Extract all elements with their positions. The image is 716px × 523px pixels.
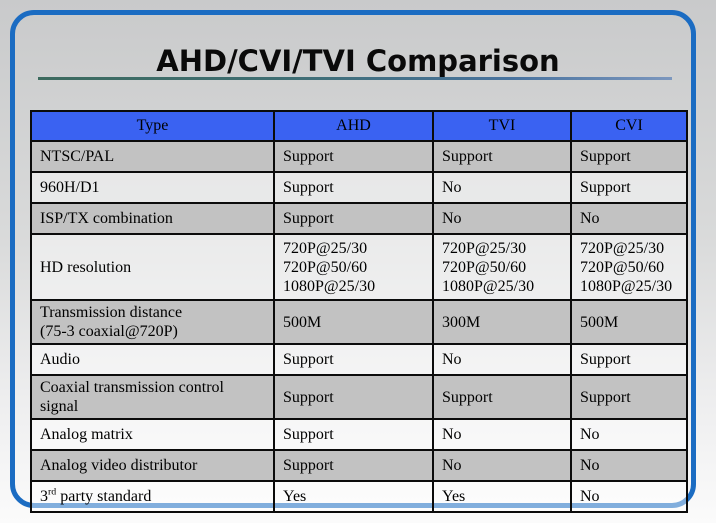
value-cell: Support (570, 343, 688, 376)
value-cell: Support (273, 418, 434, 451)
value-cell: Support (273, 449, 434, 482)
table-row: 3rd party standard Yes Yes No (30, 480, 688, 513)
value-cell: 720P@25/30 720P@50/60 1080P@25/30 (273, 233, 434, 301)
row-label-cell: Analog video distributor (30, 449, 275, 482)
row-label-cell: 3rd party standard (30, 480, 275, 513)
table-row: ISP/TX combination Support No No (30, 202, 688, 235)
row-label-cell: Audio (30, 343, 275, 376)
value-cell: Support (432, 374, 572, 420)
value-cell: 720P@25/30 720P@50/60 1080P@25/30 (432, 233, 572, 301)
table-body: NTSC/PAL Support Support Support 960H/D1 Supp… (30, 140, 688, 513)
row-label-cell: NTSC/PAL (30, 140, 275, 173)
value-cell: Yes (273, 480, 434, 513)
table-row: Analog video distributor Support No No (30, 449, 688, 482)
value-cell: Support (273, 171, 434, 204)
column-header-tvi: TVI (432, 110, 572, 142)
table-row: Coaxial transmission control signal Suppo… (30, 374, 688, 420)
column-header-type: Type (30, 110, 275, 142)
value-cell: No (570, 449, 688, 482)
value-cell: No (432, 418, 572, 451)
row-label-cell: HD resolution (30, 233, 275, 301)
comparison-table: Type AHD TVI CVI NTSC/PAL Support Support Supp… (30, 110, 688, 513)
title-underline (38, 77, 672, 80)
value-cell: No (432, 202, 572, 235)
row-label-cell: ISP/TX combination (30, 202, 275, 235)
row-label-cell: Transmission distance (75-3 coaxial@720P) (30, 299, 275, 345)
value-cell: No (432, 171, 572, 204)
table-row: NTSC/PAL Support Support Support (30, 140, 688, 173)
row-label-cell: Analog matrix (30, 418, 275, 451)
value-cell: Support (273, 374, 434, 420)
column-header-ahd: AHD (273, 110, 434, 142)
table-header: Type AHD TVI CVI (30, 110, 688, 142)
value-cell: 500M (570, 299, 688, 345)
value-cell: Support (432, 140, 572, 173)
value-cell: No (570, 202, 688, 235)
value-cell: Support (273, 202, 434, 235)
value-cell: Support (273, 140, 434, 173)
table-row: Transmission distance (75-3 coaxial@720P)… (30, 299, 688, 345)
value-cell: Support (570, 374, 688, 420)
value-cell: No (432, 449, 572, 482)
value-cell: Support (273, 343, 434, 376)
value-cell: 720P@25/30 720P@50/60 1080P@25/30 (570, 233, 688, 301)
value-cell: No (570, 418, 688, 451)
value-cell: No (432, 343, 572, 376)
value-cell: 300M (432, 299, 572, 345)
value-cell: Support (570, 140, 688, 173)
value-cell: Support (570, 171, 688, 204)
value-cell: 500M (273, 299, 434, 345)
row-label-cell: Coaxial transmission control signal (30, 374, 275, 420)
table-row: Analog matrix Support No No (30, 418, 688, 451)
value-cell: No (570, 480, 688, 513)
row-label-cell: 960H/D1 (30, 171, 275, 204)
table-row: Audio Support No Support (30, 343, 688, 376)
table-header-row: Type AHD TVI CVI (30, 110, 688, 142)
page-title: AHD/CVI/TVI Comparison (156, 44, 560, 78)
table-row: 960H/D1 Support No Support (30, 171, 688, 204)
column-header-cvi: CVI (570, 110, 688, 142)
value-cell: Yes (432, 480, 572, 513)
table-row: HD resolution 720P@25/30 720P@50/60 1080P@2… (30, 233, 688, 301)
